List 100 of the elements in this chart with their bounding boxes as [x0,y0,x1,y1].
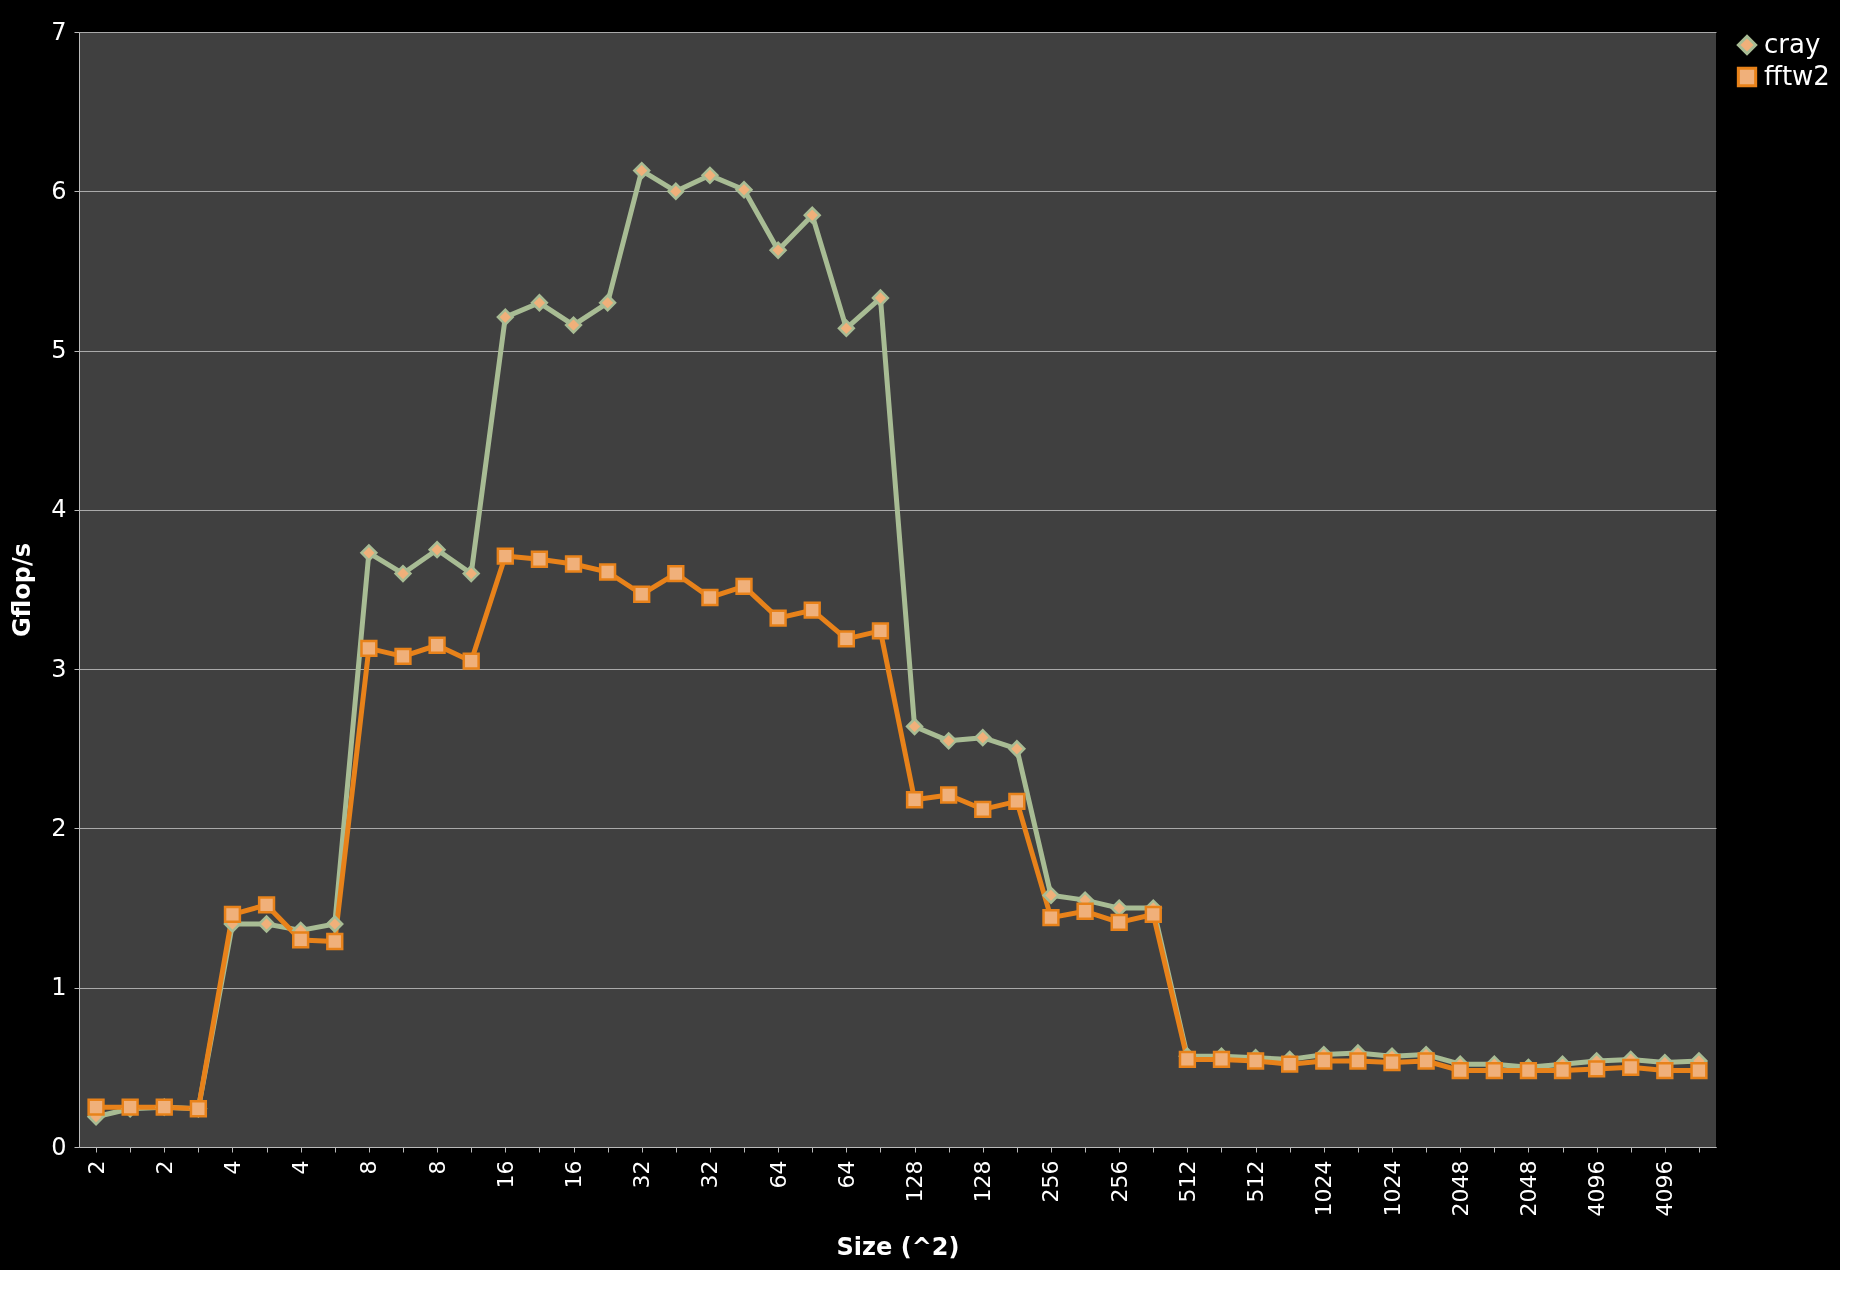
point [223,905,242,924]
point [462,564,480,583]
x-tick-label: 8 [424,1160,450,1175]
point [974,728,992,747]
point [803,206,821,224]
point [667,564,685,583]
point [803,601,821,619]
y-tick-label: 4 [51,495,67,524]
x-axis-title: Size (^2) [836,1233,960,1262]
point [496,547,514,565]
point [1246,1052,1265,1070]
x-tick-label: 4 [288,1160,314,1175]
point [939,732,958,750]
y-tick-label: 2 [51,813,67,842]
x-tick-label: 2048 [1515,1160,1541,1217]
point [257,896,276,914]
y-tick-label: 5 [51,336,67,365]
y-tick-label: 1 [51,973,67,1002]
point [326,915,344,933]
point [1690,1061,1708,1080]
point [1622,1058,1640,1077]
x-tick-label: 32 [629,1160,655,1189]
point [769,241,787,259]
x-tick-label: 32 [697,1160,723,1189]
point [1383,1053,1401,1072]
point [974,800,992,818]
point [939,786,958,804]
point [1042,886,1060,904]
point [564,316,583,334]
point [735,577,753,595]
point [769,609,787,627]
x-tick-label: 128 [970,1160,996,1203]
x-tick-label: 64 [765,1160,791,1189]
x-tick-label: 8 [356,1160,382,1175]
y-tick-label: 7 [51,17,67,46]
x-tick-label: 512 [1243,1160,1269,1203]
x-tick-label: 1024 [1311,1160,1337,1217]
x-tick-label: 1024 [1379,1160,1405,1217]
point [905,791,924,809]
x-tick-label: 2048 [1447,1160,1473,1217]
point [360,544,378,562]
point [598,563,617,581]
point [1008,740,1026,758]
point [735,181,753,199]
x-tick-label: 512 [1174,1160,1200,1203]
point [1281,1055,1299,1073]
point [428,636,446,654]
point [257,915,276,933]
point [394,647,412,666]
y-tick-label: 0 [51,1132,67,1161]
point [837,319,856,337]
point [871,289,890,307]
x-tick-label: 256 [1038,1160,1064,1203]
legend-label: fftw2 [1764,61,1830,91]
x-tick-label: 128 [902,1160,928,1203]
point [633,161,651,180]
point [496,308,514,326]
x-tick-label: 16 [561,1160,587,1189]
point [87,1098,105,1116]
x-tick-label: 256 [1106,1160,1132,1203]
point [701,166,719,185]
point [530,550,549,568]
point [1451,1061,1469,1080]
point [1110,913,1128,932]
point [1315,1052,1333,1070]
point [564,555,583,573]
y-tick-label: 6 [51,176,67,205]
point [326,932,344,951]
point [428,541,446,559]
point [701,588,719,607]
point [394,564,412,583]
point [1349,1052,1367,1070]
x-tick-label: 2 [151,1160,177,1175]
point [462,652,480,670]
x-tick-label: 64 [833,1160,859,1189]
point [1553,1061,1572,1080]
point [633,585,651,603]
x-tick-label: 4 [219,1160,245,1175]
point [1587,1060,1606,1078]
point [360,639,378,658]
point [292,931,310,949]
point [871,622,890,640]
point [1417,1052,1435,1070]
point [837,630,856,648]
x-tick-label: 4096 [1652,1160,1678,1217]
point [1485,1061,1503,1080]
y-tick-label: 3 [51,654,67,683]
point [1144,905,1162,924]
point [1656,1061,1674,1080]
x-tick-label: 16 [492,1160,518,1189]
x-tick-label: 2 [83,1160,109,1175]
point [667,182,685,200]
point [1042,908,1060,927]
point [530,294,549,312]
y-axis-title: Gflop/s [8,542,37,638]
point [1076,902,1094,920]
point [1008,792,1026,811]
x-tick-label: 4096 [1584,1160,1610,1217]
legend-label: cray [1764,29,1821,59]
point [905,717,924,736]
